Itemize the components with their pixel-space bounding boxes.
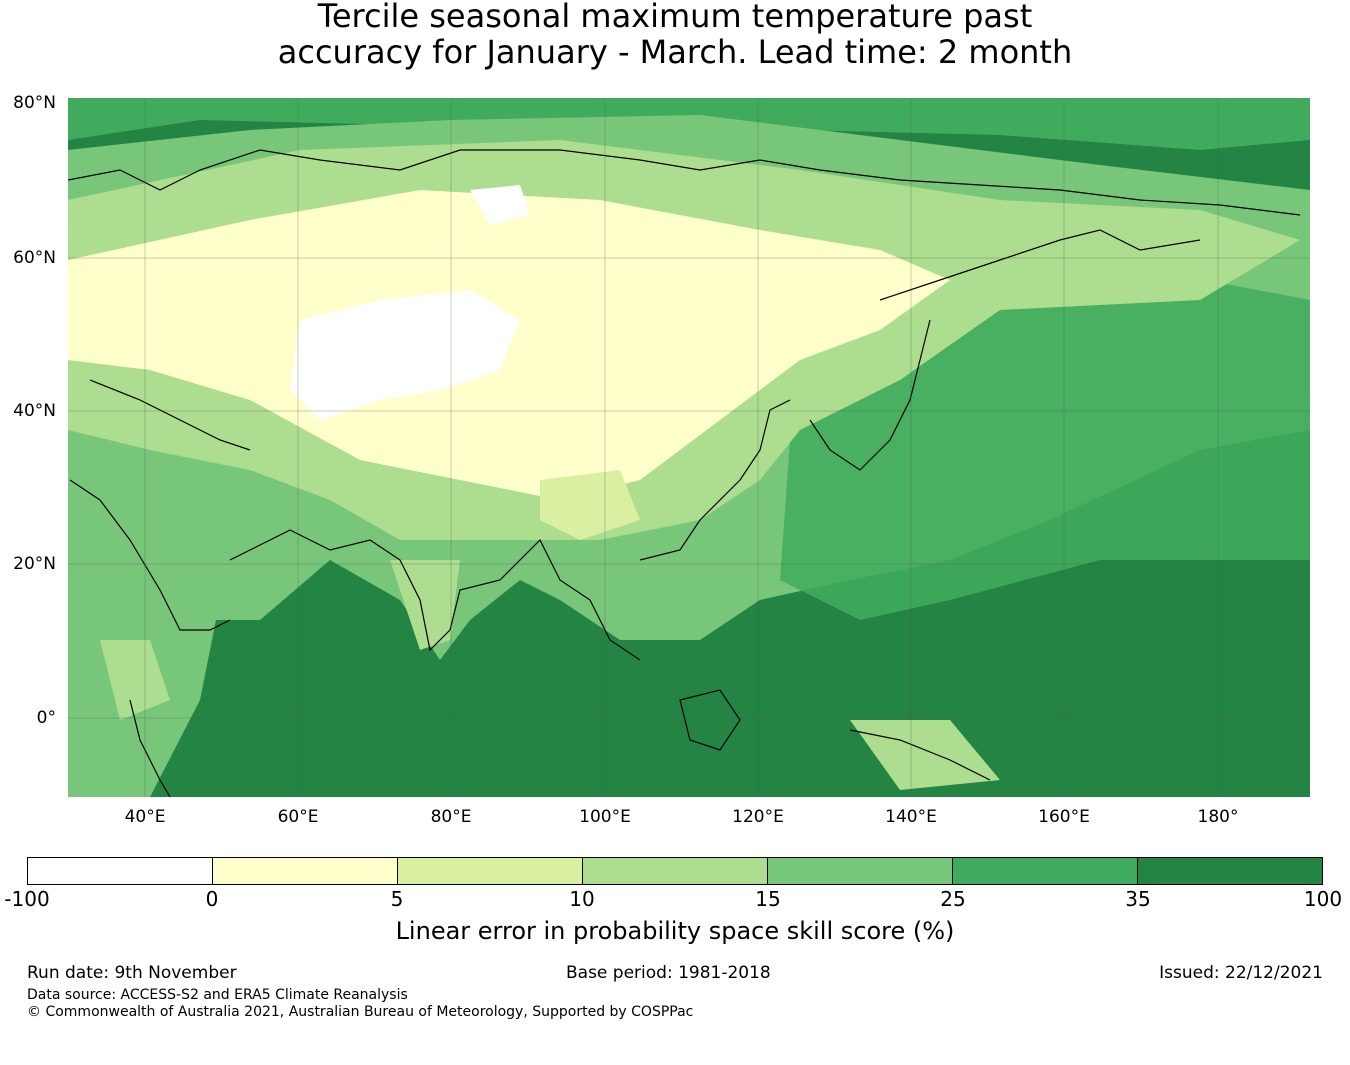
lon-label-100e: 100°E — [579, 807, 631, 827]
copyright: © Commonwealth of Australia 2021, Austra… — [27, 1004, 694, 1020]
lat-label-60n: 60°N — [13, 248, 56, 268]
colorbar-segment — [28, 858, 213, 884]
skill-score-map — [68, 98, 1310, 797]
colorbar-segment — [953, 858, 1138, 884]
africa-low-patch — [100, 640, 170, 720]
lat-label-equator: 0° — [36, 708, 56, 728]
colorbar-segment — [398, 858, 583, 884]
negative-skill-area — [290, 290, 520, 420]
lat-label-80n: 80°N — [13, 93, 56, 113]
colorbar-tick: -100 — [4, 887, 50, 911]
chart-title-line-1: Tercile seasonal maximum temperature pas… — [317, 0, 1033, 35]
colorbar-segment — [583, 858, 768, 884]
graticule — [68, 98, 1310, 797]
chart-title-line-2: accuracy for January - March. Lead time:… — [277, 33, 1073, 71]
negative-skill-patch — [470, 185, 530, 225]
base-period: Base period: 1981-2018 — [566, 963, 771, 983]
lon-label-60e: 60°E — [277, 807, 319, 827]
india-region — [390, 560, 460, 650]
lon-label-140e: 140°E — [885, 807, 937, 827]
lon-label-120e: 120°E — [732, 807, 784, 827]
colorbar-segment — [768, 858, 953, 884]
lon-label-180: 180° — [1197, 807, 1239, 827]
colorbar-tick: 5 — [390, 887, 404, 911]
colorbar-segment — [213, 858, 398, 884]
lat-label-20n: 20°N — [13, 554, 56, 574]
data-source: Data source: ACCESS-S2 and ERA5 Climate … — [27, 987, 408, 1003]
colorbar-tick: 35 — [1125, 887, 1151, 911]
lon-label-160e: 160°E — [1038, 807, 1090, 827]
run-date: Run date: 9th November — [27, 963, 237, 983]
colorbar-tick: 100 — [1303, 887, 1343, 911]
low-skill-patch — [540, 470, 640, 540]
colorbar-label: Linear error in probability space skill … — [395, 917, 955, 945]
lat-label-40n: 40°N — [13, 401, 56, 421]
colorbar-tick: 0 — [205, 887, 219, 911]
lon-label-80e: 80°E — [430, 807, 472, 827]
colorbar — [27, 857, 1323, 885]
colorbar-tick: 25 — [940, 887, 966, 911]
issued-date: Issued: 22/12/2021 — [1159, 963, 1323, 983]
colorbar-tick: 10 — [569, 887, 595, 911]
colorbar-tick: 15 — [755, 887, 781, 911]
colorbar-segment — [1138, 858, 1322, 884]
coastlines — [68, 149, 1301, 797]
lon-label-40e: 40°E — [124, 807, 166, 827]
